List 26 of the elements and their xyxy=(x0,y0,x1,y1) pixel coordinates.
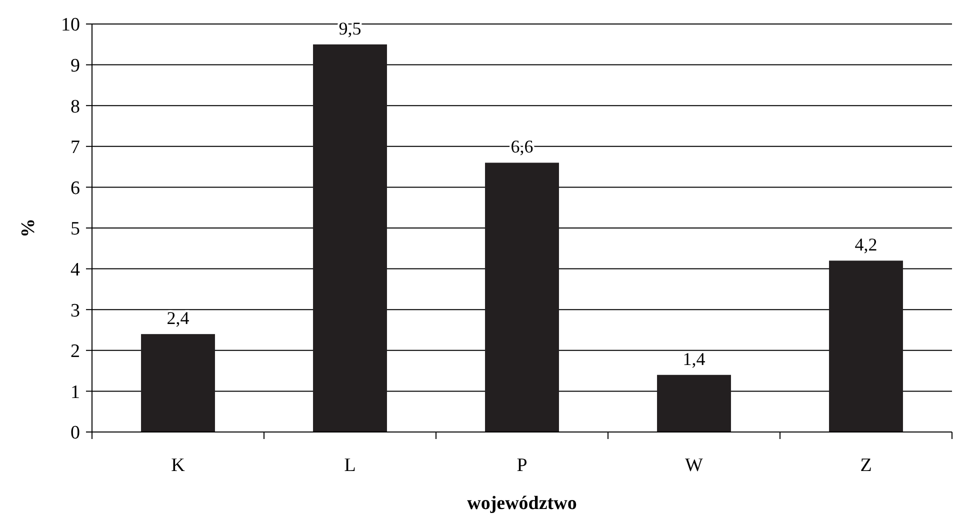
x-axis-title: województwo xyxy=(467,493,577,514)
y-tick-label: 1 xyxy=(70,382,80,403)
data-label: 4,2 xyxy=(854,234,878,255)
y-tick-label: 6 xyxy=(70,178,80,199)
bar xyxy=(141,334,215,432)
x-tick-label: L xyxy=(344,455,356,476)
bar xyxy=(313,44,387,432)
y-tick-label: 10 xyxy=(61,14,80,36)
bar xyxy=(657,374,731,432)
data-label: 2,4 xyxy=(166,308,190,328)
y-tick-label: 9 xyxy=(70,55,80,76)
y-tick-label: 4 xyxy=(70,259,80,280)
y-tick-label: 2 xyxy=(70,341,80,362)
y-tick-label: 5 xyxy=(70,218,80,240)
x-tick-label: W xyxy=(685,455,704,476)
bar xyxy=(829,260,903,432)
bar xyxy=(485,162,559,432)
y-tick-label: 7 xyxy=(70,137,80,158)
x-tick-label: K xyxy=(171,455,186,476)
x-tick-label: Z xyxy=(860,455,872,476)
y-tick-label: 3 xyxy=(70,300,80,322)
y-tick-label: 0 xyxy=(70,422,80,444)
data-label: 1,4 xyxy=(682,348,706,369)
y-axis-title: % xyxy=(18,218,39,238)
x-tick-label: P xyxy=(516,455,528,476)
y-tick-label: 8 xyxy=(70,96,80,118)
